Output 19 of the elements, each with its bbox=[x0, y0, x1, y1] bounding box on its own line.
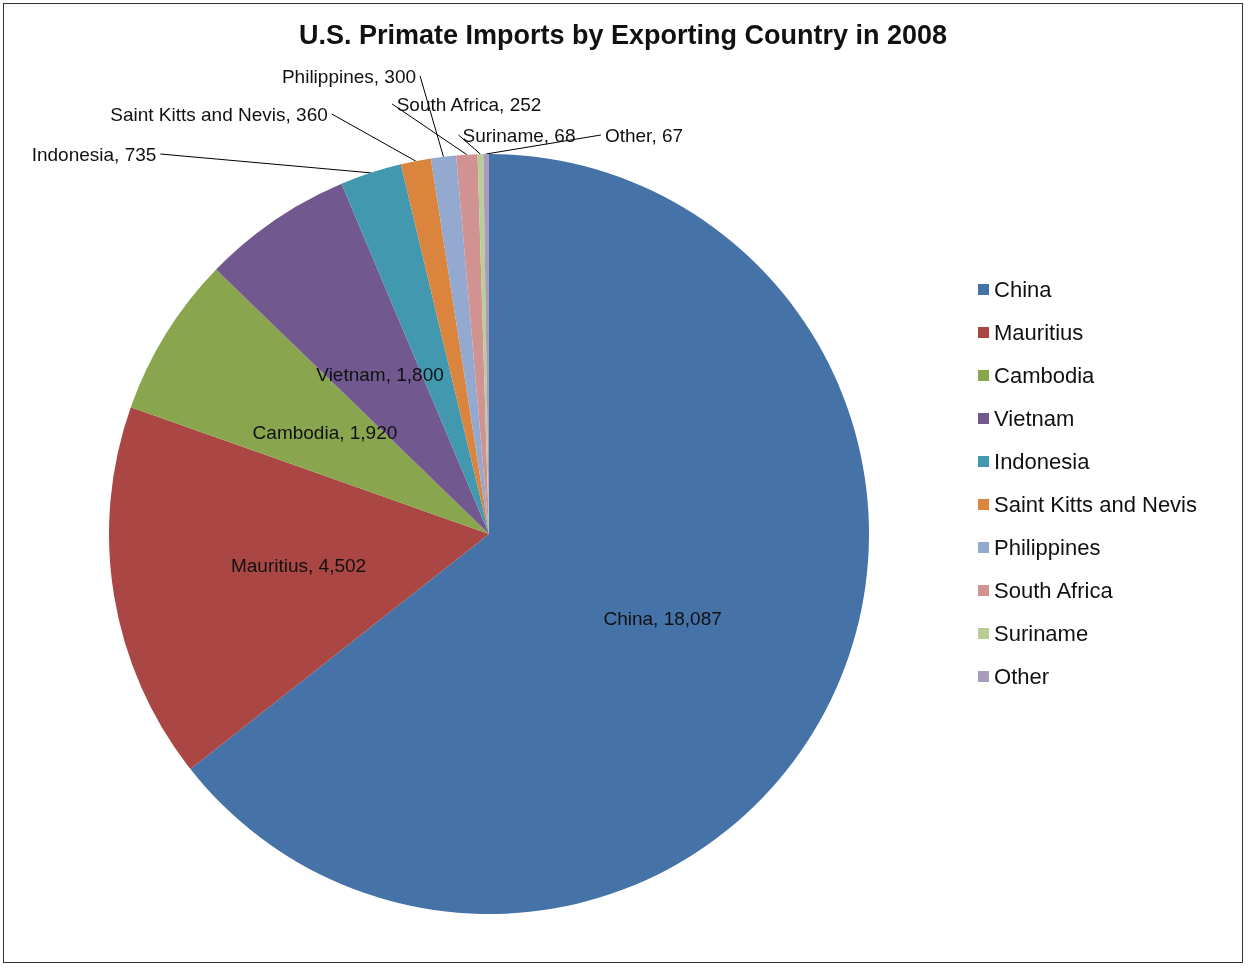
data-label: Mauritius, 4,502 bbox=[230, 554, 367, 576]
chart-title: U.S. Primate Imports by Exporting Country in 2008 bbox=[298, 19, 948, 50]
legend-label: Saint Kitts and Nevis bbox=[994, 492, 1197, 517]
legend-label: Philippines bbox=[994, 535, 1101, 560]
legend-label: Mauritius bbox=[994, 320, 1084, 345]
legend-label: Vietnam bbox=[994, 406, 1075, 431]
data-label: Indonesia, 735 bbox=[31, 143, 157, 165]
legend-label: China bbox=[994, 277, 1053, 302]
legend-label: South Africa bbox=[994, 578, 1114, 603]
legend-label: Indonesia bbox=[994, 449, 1091, 474]
data-label: Philippines, 300 bbox=[281, 65, 417, 87]
data-label: China, 18,087 bbox=[603, 607, 722, 629]
legend-label: Suriname bbox=[994, 621, 1089, 646]
data-label: Suriname, 68 bbox=[462, 124, 576, 146]
data-label: Cambodia, 1,920 bbox=[252, 421, 398, 443]
legend-label: Other bbox=[994, 664, 1050, 689]
legend-label: Cambodia bbox=[994, 363, 1096, 388]
data-label: Saint Kitts and Nevis, 360 bbox=[110, 103, 328, 125]
data-label: Other, 67 bbox=[604, 124, 684, 146]
